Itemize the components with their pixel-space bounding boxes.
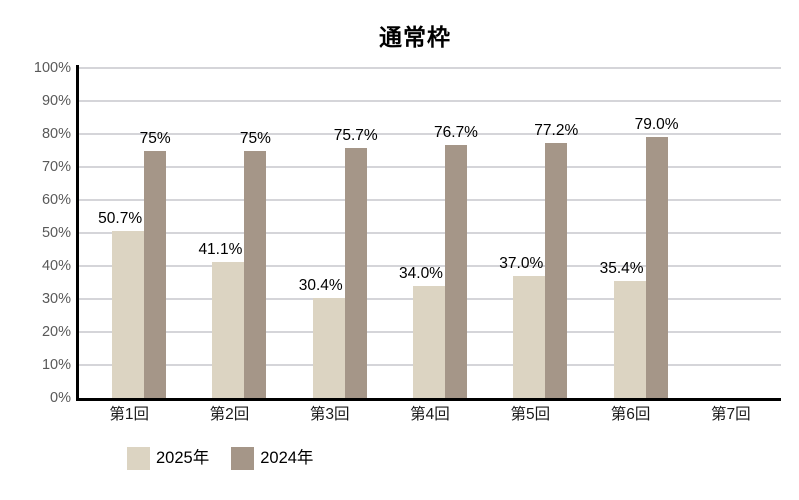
gridline: [79, 100, 781, 102]
y-axis-tick-label: 70%: [41, 159, 71, 175]
bar-value-label: 79.0%: [634, 116, 679, 134]
bar-2024年: [445, 144, 467, 398]
x-axis-tick-label: 第2回: [209, 406, 250, 423]
bar-2025年: [212, 262, 245, 398]
x-axis-line: [76, 398, 781, 401]
y-axis-line: [76, 65, 79, 401]
bar-value-label: 50.7%: [98, 209, 143, 227]
bar-2024年: [144, 150, 167, 398]
bar-value-label: 76.7%: [434, 123, 478, 141]
bar-value-label: 30.4%: [298, 276, 343, 294]
bar-value-label: 34.0%: [399, 264, 443, 282]
bar-2024年: [244, 150, 267, 398]
x-axis-tick-label: 第4回: [410, 406, 450, 423]
gridline: [79, 133, 781, 135]
bar-value-label: 75%: [239, 129, 271, 147]
x-axis-tick-label: 第6回: [610, 406, 651, 423]
y-axis-tick-label: 10%: [41, 357, 71, 373]
legend-swatch: [127, 446, 150, 470]
chart-title: 通常枠: [379, 24, 451, 50]
bar-value-label: 77.2%: [534, 122, 579, 140]
bar-2025年: [513, 275, 546, 398]
y-axis-tick-label: 90%: [41, 93, 71, 109]
bar-value-label: 37.0%: [499, 254, 544, 272]
bar-value-label: 75%: [139, 129, 171, 147]
bar-2024年: [645, 137, 668, 398]
legend-swatch: [231, 446, 255, 470]
legend-label: 2024年: [260, 449, 314, 467]
legend-item: 2024年: [231, 446, 313, 470]
bar-2025年: [312, 297, 345, 398]
bar-2024年: [545, 143, 568, 398]
bar-value-label: 41.1%: [198, 241, 243, 259]
bar-value-label: 75.7%: [333, 127, 378, 145]
y-axis-tick-label: 50%: [41, 225, 71, 241]
x-axis-tick-label: 第1回: [109, 406, 149, 423]
gridline: [79, 265, 781, 267]
y-axis-tick-label: 30%: [41, 291, 71, 307]
legend: 2025年 2024年: [127, 446, 313, 470]
y-axis-tick-label: 100%: [33, 60, 71, 76]
gridline: [79, 232, 781, 234]
bar-2025年: [613, 281, 646, 398]
bar-2024年: [344, 148, 367, 398]
y-axis-tick-label: 0%: [50, 390, 71, 406]
y-axis-tick-label: 20%: [41, 324, 71, 340]
legend-item: 2025年: [127, 446, 209, 470]
legend-label: 2025年: [156, 449, 210, 467]
x-axis-tick-label: 第5回: [510, 406, 551, 423]
x-axis-tick-label: 第7回: [711, 406, 751, 423]
bar-2025年: [112, 230, 145, 398]
y-axis-tick-label: 60%: [41, 192, 71, 208]
gridline: [79, 67, 781, 69]
bar-value-label: 35.4%: [599, 260, 644, 278]
x-axis-tick-label: 第3回: [309, 406, 350, 423]
y-axis-tick-label: 40%: [41, 258, 71, 274]
bar-2025年: [413, 285, 445, 398]
gridline: [79, 199, 781, 201]
y-axis-tick-label: 80%: [41, 126, 71, 142]
gridline: [79, 166, 781, 168]
